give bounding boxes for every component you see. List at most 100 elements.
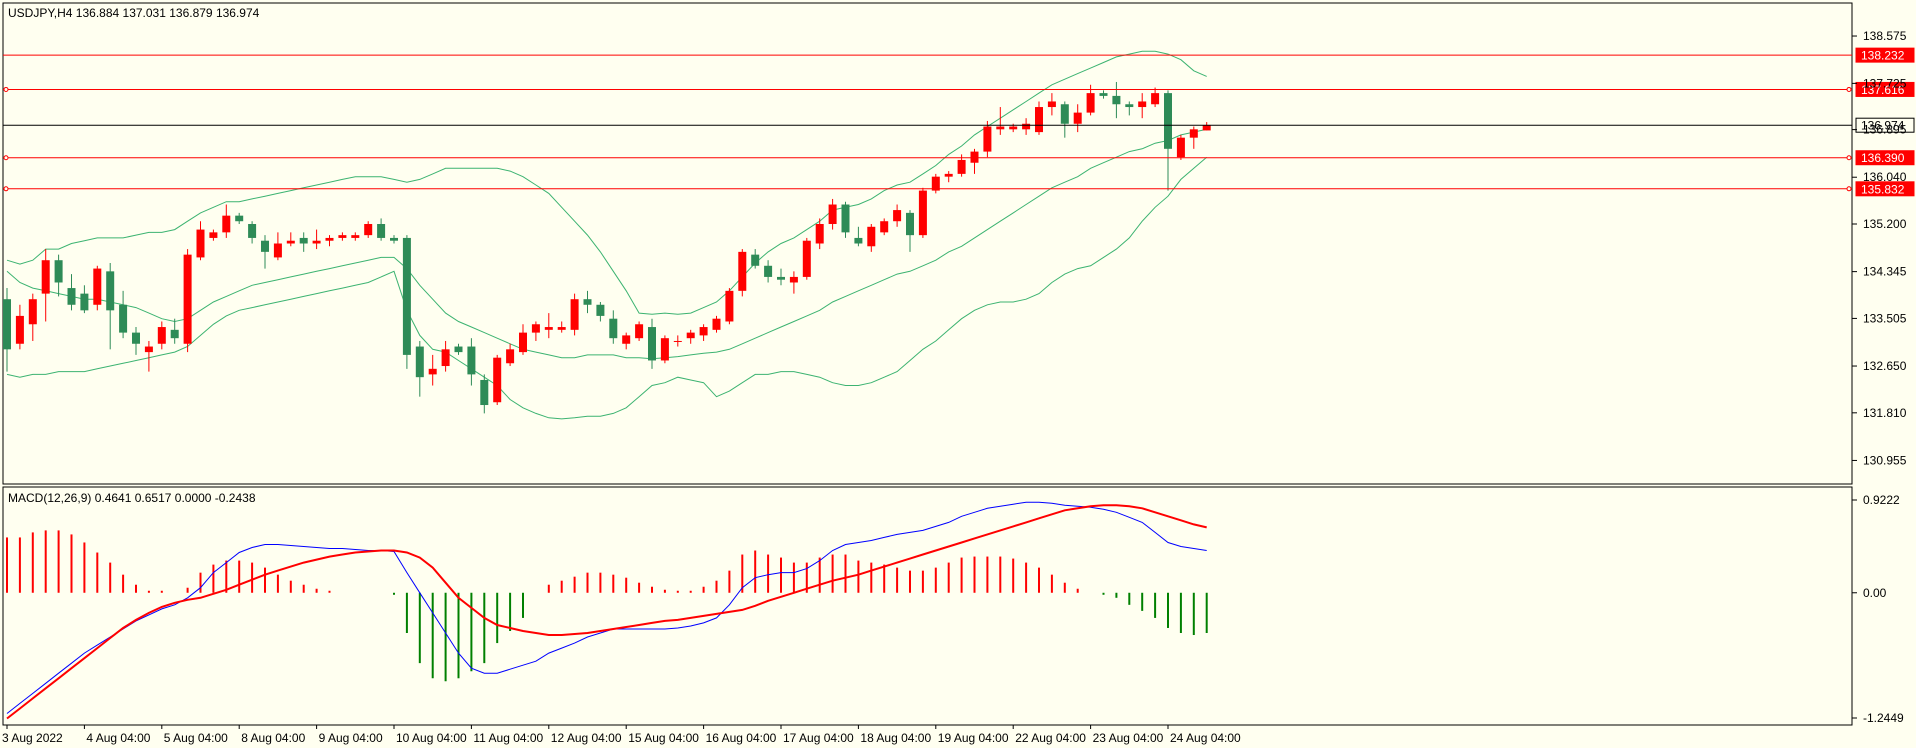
candle-body (1099, 93, 1108, 96)
candle (1164, 90, 1172, 191)
price-tick-label: 136.895 (1863, 123, 1907, 137)
time-tick-label: 3 Aug 2022 (2, 731, 63, 745)
candle (970, 148, 979, 174)
macd-lines (6, 501, 1207, 720)
level-price-tag (1855, 150, 1915, 166)
candle-body (777, 276, 785, 280)
macd-histogram (6, 530, 1208, 682)
candle (1189, 126, 1198, 149)
price-tick-label: 138.575 (1863, 29, 1907, 43)
horizontal-levels[interactable]: 138.232 137.616 136.974 136.390 135.832 (3, 47, 1915, 197)
price-tick-label: 136.040 (1863, 170, 1907, 184)
candle (699, 324, 708, 341)
price-tick-label: 135.200 (1863, 217, 1907, 231)
time-axis: 3 Aug 2022 4 Aug 04:00 5 Aug 04:00 8 Aug 04… (2, 725, 1241, 745)
level-price-tag (1855, 81, 1915, 97)
candle (54, 254, 63, 297)
candle-body (1202, 125, 1211, 131)
level-price-label: 138.232 (1861, 49, 1905, 63)
candle-body (648, 327, 656, 361)
candle (441, 340, 450, 372)
candle-body (209, 232, 218, 238)
candle-body (454, 346, 463, 353)
candle (648, 318, 656, 369)
candle-body (3, 299, 11, 350)
candle (196, 221, 205, 261)
candle (80, 285, 89, 314)
candle (557, 321, 566, 333)
price-panel[interactable]: USDJPY,H4 136.884 137.031 136.879 136.97… (2, 2, 1915, 485)
candle (983, 120, 992, 158)
candle-body (93, 268, 102, 305)
candle (222, 204, 231, 238)
candle-body (996, 126, 1005, 130)
candle-body (157, 327, 166, 344)
candle-body (609, 318, 618, 339)
candle-body (1112, 95, 1121, 105)
level-price-label: 136.974 (1861, 119, 1905, 133)
macd-tick-label: 0.9222 (1863, 493, 1900, 507)
time-tick-label: 5 Aug 04:00 (164, 731, 228, 745)
candle-body (106, 271, 115, 311)
candle (1202, 122, 1211, 131)
candle (325, 235, 334, 247)
time-tick-label: 22 Aug 04:00 (1015, 731, 1086, 745)
candle-body (119, 304, 128, 333)
candle (157, 321, 166, 350)
candle (583, 290, 592, 314)
price-tick-label: 131.810 (1863, 406, 1907, 420)
candle (918, 187, 927, 238)
time-tick-label: 17 Aug 04:00 (783, 731, 854, 745)
candle-body (880, 221, 889, 233)
candle (660, 335, 669, 364)
level-price-tag (1855, 117, 1915, 133)
candle (41, 249, 50, 322)
candle-body (867, 226, 876, 247)
candle-body (222, 215, 231, 233)
candle (144, 340, 153, 372)
candle-body (764, 265, 773, 277)
candle-body (441, 349, 450, 367)
candle (3, 288, 11, 372)
candle-body (1073, 112, 1082, 124)
candle (351, 232, 360, 241)
candle (751, 249, 760, 269)
candle-body (261, 240, 269, 252)
price-axis: 138.575 137.725 136.895 136.040 135.200 134.3… (1852, 29, 1907, 467)
candle (286, 232, 295, 247)
candle-body (893, 210, 902, 222)
candle (1151, 87, 1160, 108)
time-tick-label: 18 Aug 04:00 (860, 731, 931, 745)
macd-panel[interactable]: MACD(12,26,9) 0.4641 0.6517 0.0000 -0.24… (2, 486, 1904, 726)
time-tick-label: 16 Aug 04:00 (706, 731, 777, 745)
candle-body (660, 338, 669, 361)
time-tick-label: 9 Aug 04:00 (319, 731, 383, 745)
candle-body (802, 240, 811, 277)
candle-body (1022, 123, 1031, 130)
candle (132, 327, 140, 355)
candle-body (351, 235, 360, 238)
candle (1176, 134, 1185, 160)
candle (906, 210, 914, 252)
candle (67, 274, 76, 311)
candle (1125, 101, 1134, 116)
candle (377, 218, 386, 241)
candle (622, 332, 631, 350)
candle (764, 260, 773, 283)
candle-body (828, 204, 837, 225)
candle-body (1035, 107, 1043, 133)
candle (467, 338, 476, 386)
candle (789, 271, 798, 294)
candle-body (428, 368, 437, 375)
candle-body (286, 240, 295, 244)
time-tick-label: 4 Aug 04:00 (86, 731, 150, 745)
candle (867, 224, 876, 252)
candle-body (544, 327, 553, 330)
candle-body (415, 346, 424, 378)
candle-body (1047, 101, 1056, 108)
candle (119, 290, 128, 339)
time-tick-label: 23 Aug 04:00 (1093, 731, 1164, 745)
bollinger-upper-line (6, 50, 1207, 315)
